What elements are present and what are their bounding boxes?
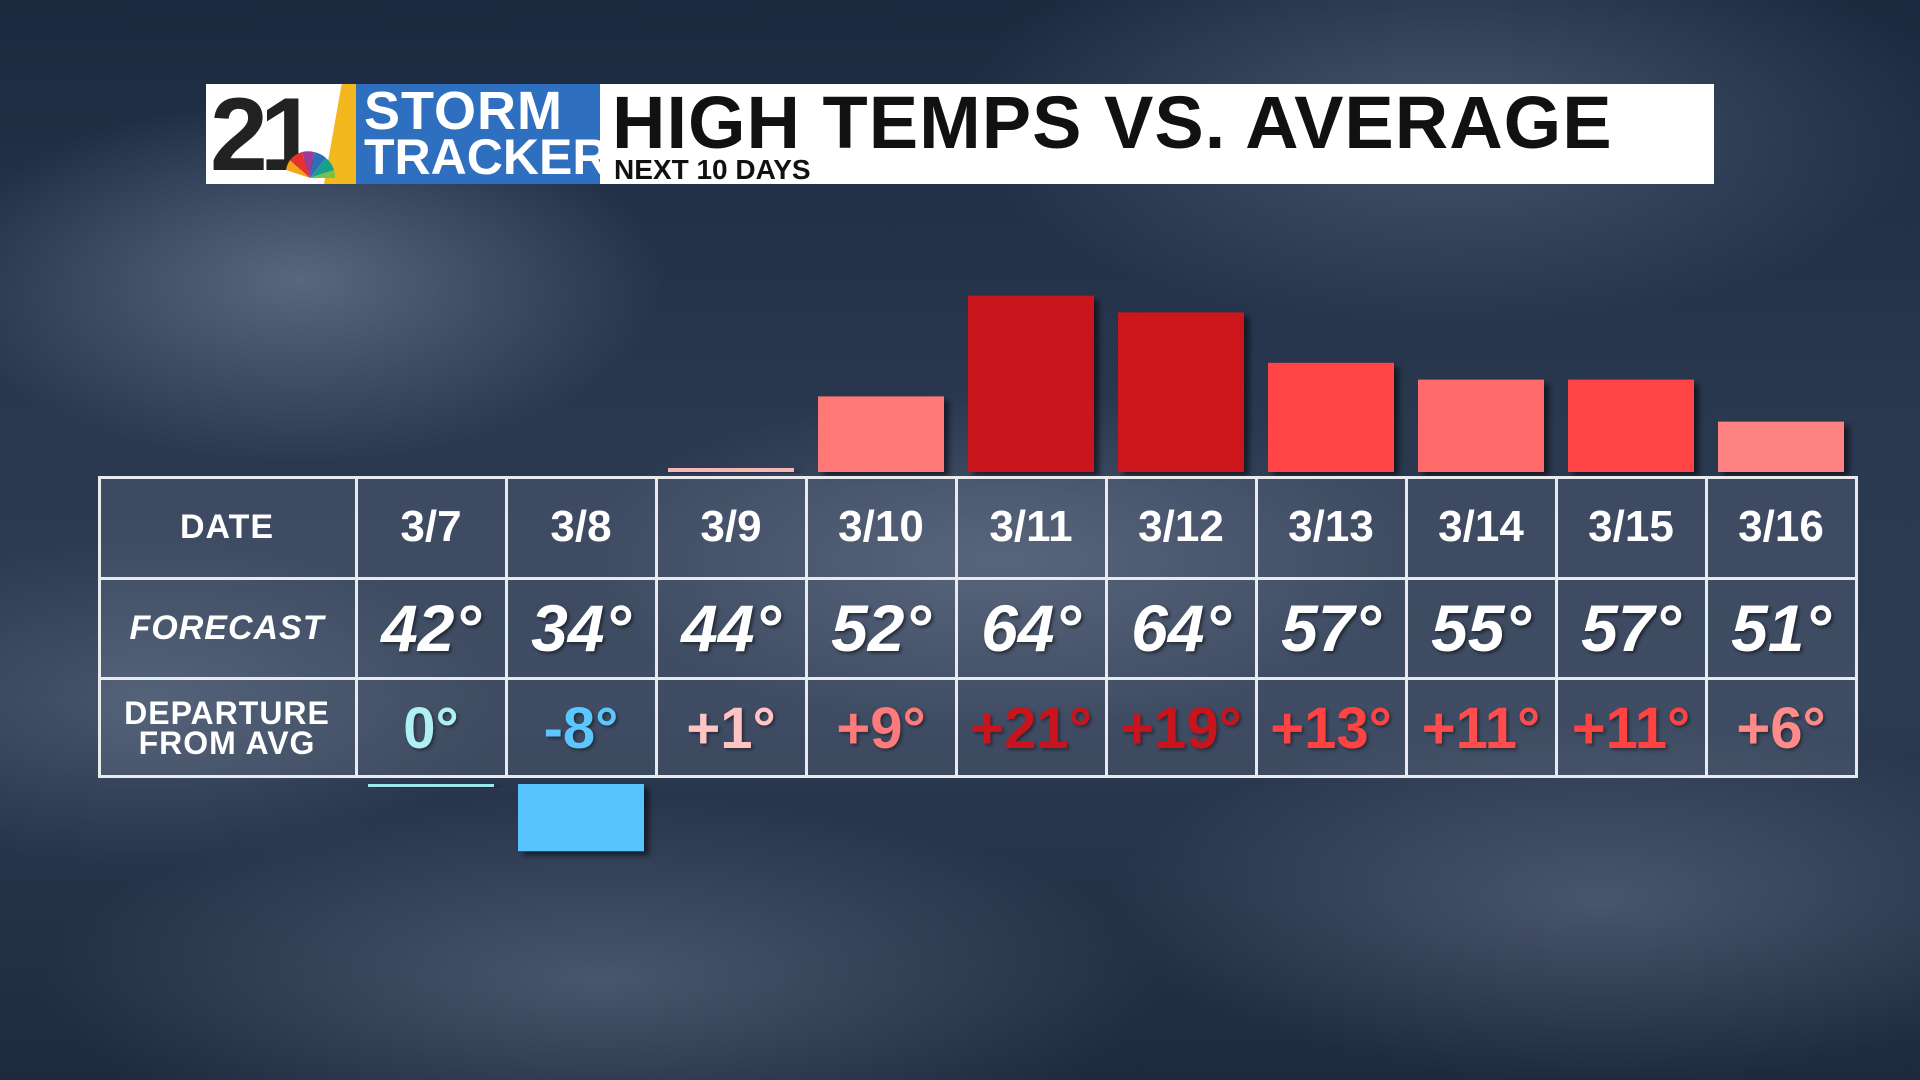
- logo-line2: TRACKER: [364, 129, 609, 185]
- forecast-table: [98, 476, 1858, 778]
- departure-bar-3-9: [668, 468, 794, 472]
- forecast-temp-cell: 57°: [1281, 591, 1381, 665]
- departure-value-label: +9°: [836, 695, 926, 761]
- departure-bar-3-10: [818, 396, 944, 472]
- table-column-divider: [1405, 476, 1408, 778]
- forecast-temp-cell: 44°: [681, 591, 781, 665]
- date-cell: 3/10: [838, 502, 924, 551]
- date-cell: 3/13: [1288, 502, 1374, 551]
- station-logo: 21: [206, 84, 356, 184]
- departure-value-label: +13°: [1270, 695, 1392, 761]
- header: 21 STORM TRACKER HIGH TEMPS VS. AVERAGE …: [206, 81, 1714, 185]
- departure-bar-3-13: [1268, 362, 1394, 472]
- table-column-divider: [1255, 476, 1258, 778]
- table-column-divider: [805, 476, 808, 778]
- date-cell: 3/12: [1138, 502, 1224, 551]
- departure-bar-3-14: [1418, 379, 1544, 472]
- departure-value-label: +1°: [686, 695, 776, 761]
- date-cell: 3/14: [1438, 502, 1524, 551]
- departure-value-label: 0°: [403, 695, 459, 761]
- table-column-divider: [1855, 476, 1858, 778]
- peacock-icon: [286, 151, 336, 178]
- forecast-temp-cell: 34°: [531, 591, 631, 665]
- row-label-date: DATE: [179, 507, 275, 546]
- departure-value-label: +6°: [1736, 695, 1826, 761]
- table-row-divider: [98, 577, 1858, 580]
- row-label-forecast: FORECAST: [129, 608, 325, 647]
- date-cell: 3/9: [700, 502, 762, 551]
- title-box: HIGH TEMPS VS. AVERAGE NEXT 10 DAYS: [600, 81, 1714, 185]
- departure-value-label: +21°: [970, 695, 1092, 761]
- departure-value-label: +11°: [1571, 695, 1691, 761]
- chart-subtitle: NEXT 10 DAYS: [614, 154, 811, 185]
- row-label-departure-line1: DEPARTURE: [124, 695, 330, 731]
- table-column-divider: [1555, 476, 1558, 778]
- departure-bar-3-11: [968, 295, 1094, 472]
- table-column-divider: [1105, 476, 1108, 778]
- table-column-divider: [355, 476, 358, 778]
- date-cell: 3/11: [989, 502, 1073, 551]
- table-row-divider: [98, 677, 1858, 680]
- table-column-divider: [955, 476, 958, 778]
- departure-bar-3-8: [518, 784, 644, 852]
- date-cell: 3/15: [1588, 502, 1674, 551]
- storm-tracker-logo: STORM TRACKER: [356, 81, 608, 185]
- date-cell: 3/7: [400, 502, 462, 551]
- departure-value-label: -8°: [543, 695, 619, 761]
- departure-bar-3-12: [1118, 312, 1244, 472]
- logo-line1: STORM: [364, 81, 564, 141]
- forecast-temp-cell: 42°: [381, 591, 481, 665]
- date-cell: 3/16: [1738, 502, 1824, 551]
- departure-bar-3-7: [368, 784, 494, 787]
- row-label-departure: DEPARTURE FROM AVG: [98, 678, 356, 778]
- forecast-temp-cell: 64°: [981, 591, 1081, 665]
- table-column-divider: [1705, 476, 1708, 778]
- departure-bar-3-15: [1568, 379, 1694, 472]
- departure-bar-3-16: [1718, 421, 1844, 472]
- chart-title: HIGH TEMPS VS. AVERAGE: [612, 81, 1613, 164]
- row-label-departure-line2: FROM AVG: [138, 725, 316, 761]
- forecast-temp-cell: 57°: [1581, 591, 1681, 665]
- forecast-temp-cell: 52°: [831, 591, 931, 665]
- date-cell: 3/8: [550, 502, 612, 551]
- table-column-divider: [505, 476, 508, 778]
- forecast-temp-cell: 64°: [1131, 591, 1231, 665]
- table-column-divider: [655, 476, 658, 778]
- forecast-temp-cell: 51°: [1731, 591, 1831, 665]
- forecast-temp-cell: 55°: [1431, 591, 1531, 665]
- departure-value-label: +19°: [1120, 695, 1242, 761]
- departure-value-label: +11°: [1421, 695, 1541, 761]
